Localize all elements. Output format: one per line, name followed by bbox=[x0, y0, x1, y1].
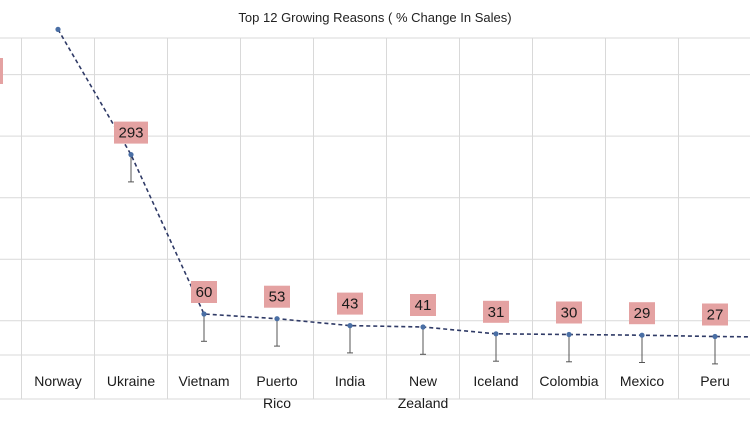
chart-title: Top 12 Growing Reasons ( % Change In Sal… bbox=[238, 10, 511, 25]
data-label-bg bbox=[264, 285, 290, 308]
data-label-text: 60 bbox=[196, 284, 213, 301]
data-label-bg-clipped bbox=[0, 58, 3, 84]
data-label-bg bbox=[702, 303, 728, 326]
data-label: 31 bbox=[483, 300, 509, 323]
x-tick-label: Vietnam bbox=[178, 373, 229, 389]
data-label: 43 bbox=[337, 292, 363, 315]
data-label: 27 bbox=[702, 303, 728, 326]
series-line bbox=[57, 28, 750, 338]
grid-lines bbox=[0, 37, 750, 400]
data-points bbox=[55, 26, 718, 340]
data-label: 41 bbox=[410, 294, 436, 316]
data-labels: 293605343413130292726 bbox=[0, 58, 728, 326]
data-label-bg bbox=[483, 300, 509, 323]
data-label-text: 27 bbox=[707, 307, 724, 324]
x-tick-label: Colombia bbox=[539, 373, 598, 389]
data-label-text: 30 bbox=[561, 305, 578, 322]
data-label-bg bbox=[410, 294, 436, 316]
data-label-text: 41 bbox=[415, 297, 432, 314]
data-point bbox=[274, 316, 280, 322]
data-point bbox=[201, 311, 207, 317]
data-label: 293 bbox=[114, 121, 148, 144]
data-label-bg bbox=[337, 292, 363, 315]
data-point bbox=[128, 152, 134, 158]
data-point bbox=[566, 331, 572, 338]
data-label-bg bbox=[629, 302, 655, 325]
data-label-bg bbox=[114, 121, 148, 144]
x-tick-label: Iceland bbox=[473, 373, 518, 389]
data-label-text: 31 bbox=[488, 304, 505, 321]
data-label: 29 bbox=[629, 302, 655, 325]
x-tick-label: Peru bbox=[700, 373, 730, 389]
x-tick-label: Puerto Rico bbox=[256, 373, 297, 411]
data-label: 53 bbox=[264, 285, 290, 308]
data-point bbox=[55, 26, 61, 32]
data-label-text: 29 bbox=[634, 305, 651, 322]
x-tick-label: Norway bbox=[34, 373, 81, 389]
data-point bbox=[347, 323, 353, 329]
data-label-text: 293 bbox=[118, 125, 143, 142]
data-label-bg bbox=[191, 281, 217, 303]
data-label-bg bbox=[556, 301, 582, 324]
series-line-layer bbox=[57, 28, 750, 338]
data-label-text: 43 bbox=[342, 296, 359, 313]
x-tick-label: New Zealand bbox=[398, 373, 449, 411]
data-label: 60 bbox=[191, 281, 217, 303]
x-tick-label: India bbox=[335, 373, 366, 389]
data-point bbox=[493, 331, 499, 337]
x-tick-label: Ukraine bbox=[107, 373, 155, 389]
data-point bbox=[712, 333, 718, 340]
data-point bbox=[639, 332, 645, 338]
x-tick-label: Mexico bbox=[620, 373, 665, 389]
data-label-text: 53 bbox=[269, 289, 286, 306]
error-bars bbox=[128, 154, 718, 365]
data-label: 30 bbox=[556, 301, 582, 324]
x-tick-labels: Norway Ukraine Vietnam Puerto Rico India New Ze… bbox=[34, 373, 730, 411]
data-point bbox=[420, 324, 426, 330]
